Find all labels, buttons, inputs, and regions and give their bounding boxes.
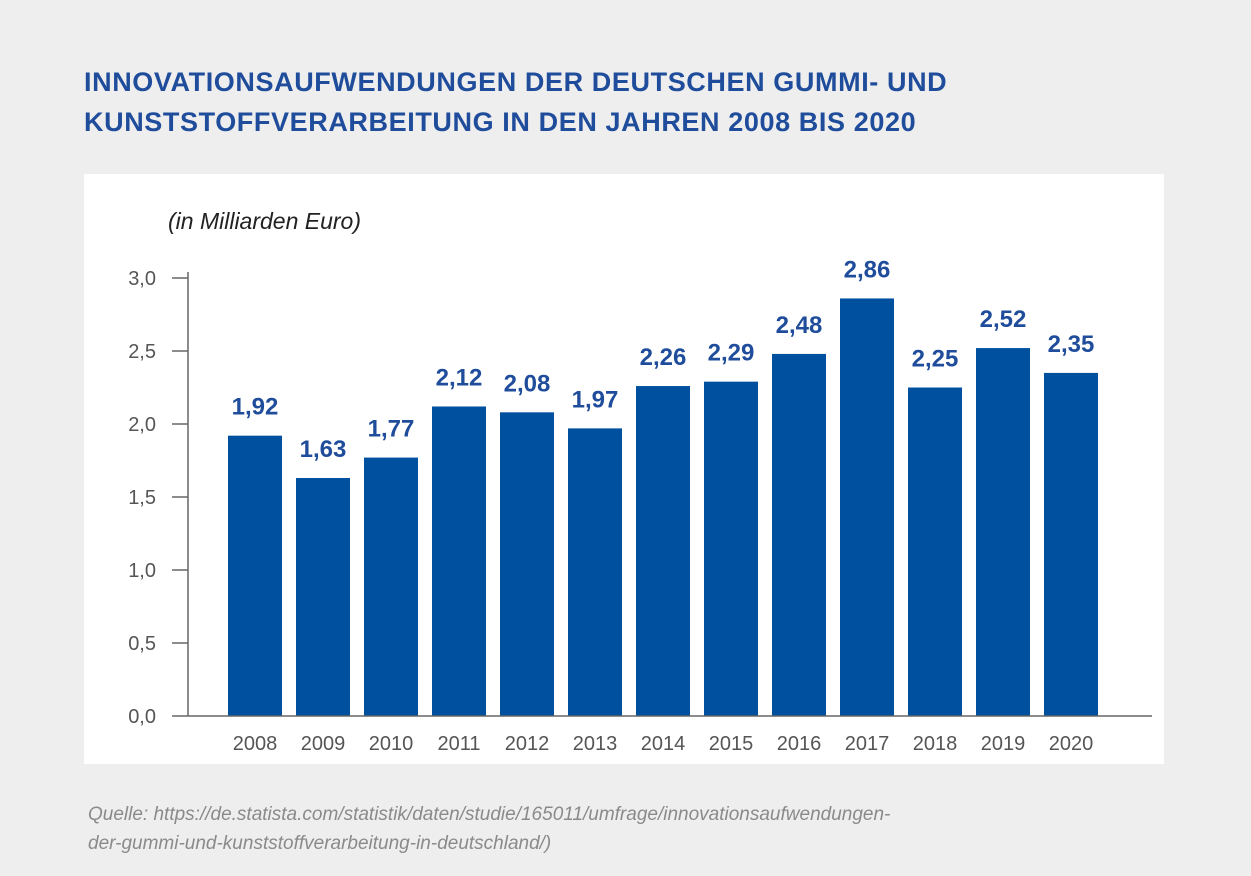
y-tick-label: 2,5 bbox=[128, 341, 156, 363]
bar bbox=[704, 381, 758, 716]
value-label: 1,92 bbox=[232, 394, 279, 421]
value-label: 2,08 bbox=[504, 370, 551, 397]
x-tick-label: 2010 bbox=[369, 733, 414, 755]
value-label: 1,77 bbox=[368, 416, 415, 443]
x-tick-label: 2011 bbox=[437, 733, 480, 755]
value-label: 2,12 bbox=[436, 364, 483, 391]
unit-label: (in Milliarden Euro) bbox=[168, 208, 361, 234]
x-tick-label: 2013 bbox=[573, 733, 618, 755]
bar bbox=[636, 386, 690, 716]
bar bbox=[500, 412, 554, 716]
x-tick-label: 2012 bbox=[505, 733, 550, 755]
x-tick-label: 2016 bbox=[777, 733, 822, 755]
bar bbox=[908, 387, 962, 716]
bar bbox=[364, 457, 418, 716]
value-label: 1,63 bbox=[300, 436, 347, 463]
source-note: Quelle: https://de.statista.com/statisti… bbox=[88, 800, 1188, 858]
x-tick-label: 2020 bbox=[1049, 733, 1094, 755]
source-line-1: Quelle: https://de.statista.com/statisti… bbox=[88, 804, 891, 825]
value-label: 2,86 bbox=[844, 256, 891, 283]
bar bbox=[432, 406, 486, 716]
y-tick-label: 3,0 bbox=[128, 268, 156, 290]
chart-title-line-2: KUNSTSTOFFVERARBEITUNG IN DEN JAHREN 200… bbox=[84, 107, 917, 137]
value-label: 2,35 bbox=[1048, 331, 1095, 358]
x-tick-label: 2009 bbox=[301, 733, 346, 755]
bar bbox=[296, 478, 350, 716]
y-tick-label: 1,5 bbox=[128, 487, 156, 509]
y-tick-label: 0,0 bbox=[128, 706, 156, 728]
source-line-2: der-gummi-und-kunststoffverarbeitung-in-… bbox=[88, 833, 552, 854]
x-tick-label: 2008 bbox=[233, 733, 278, 755]
x-tick-label: 2019 bbox=[981, 733, 1026, 755]
value-label: 2,48 bbox=[776, 312, 823, 339]
x-tick-label: 2014 bbox=[641, 733, 686, 755]
x-tick-label: 2018 bbox=[913, 733, 958, 755]
bar bbox=[228, 435, 282, 716]
x-tick-label: 2015 bbox=[709, 733, 754, 755]
bar bbox=[772, 353, 826, 716]
value-label: 2,25 bbox=[912, 346, 959, 373]
y-tick-label: 1,0 bbox=[128, 560, 156, 582]
bar bbox=[568, 428, 622, 716]
value-label: 2,26 bbox=[640, 344, 687, 371]
chart-title-line-1: INNOVATIONSAUFWENDUNGEN DER DEUTSCHEN GU… bbox=[84, 67, 948, 97]
y-tick-label: 2,0 bbox=[128, 414, 156, 436]
chart-title: INNOVATIONSAUFWENDUNGEN DER DEUTSCHEN GU… bbox=[84, 62, 1204, 142]
y-tick-label: 0,5 bbox=[128, 633, 156, 655]
bar bbox=[840, 298, 894, 716]
bar bbox=[976, 348, 1030, 716]
value-label: 2,52 bbox=[980, 306, 1027, 333]
value-label: 1,97 bbox=[572, 386, 619, 413]
x-tick-label: 2017 bbox=[845, 733, 890, 755]
bar-chart: (in Milliarden Euro) 0,0 0,5 1,0 1,5 2,0 2,5 3… bbox=[128, 208, 1152, 755]
value-label: 2,29 bbox=[708, 340, 755, 367]
bar bbox=[1044, 372, 1098, 716]
chart-panel: (in Milliarden Euro) 0,0 0,5 1,0 1,5 2,0 2,5 3… bbox=[84, 174, 1164, 764]
